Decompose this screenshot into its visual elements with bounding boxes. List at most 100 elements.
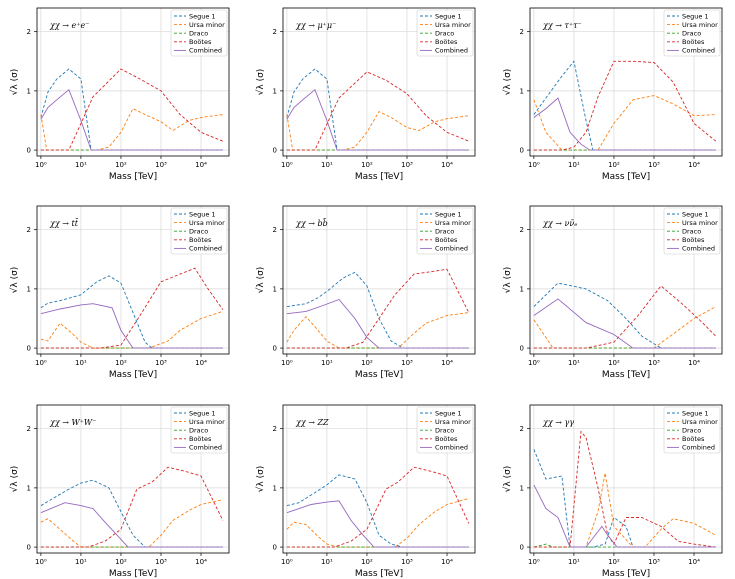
x-tick-label: 10⁴ [195, 558, 207, 566]
series-line-ursa-minor [533, 95, 716, 151]
y-tick-label: 0 [27, 544, 31, 552]
x-tick-label: 10³ [155, 359, 167, 367]
y-axis-label: √λ (σ) [9, 466, 20, 493]
y-tick-label: 1 [27, 484, 31, 492]
x-axis-label: Mass [TeV] [355, 370, 403, 380]
legend-label: Boötes [682, 236, 705, 244]
panel-0: 10⁰ 10¹ 10² 10³ 10⁴ 0 1 2 Mass [TeV] √λ (σ) χχ → e… [9, 7, 230, 182]
series-line-bo-tes [286, 71, 469, 151]
y-axis-label: √λ (σ) [255, 466, 266, 493]
x-tick-label: 10² [608, 161, 620, 169]
y-tick-label: 2 [520, 226, 524, 234]
series-line-ursa-minor [533, 473, 717, 548]
panel-title: χχ → τ⁺τ⁻ [542, 21, 582, 30]
legend-label: Draco [435, 427, 454, 435]
legend-box [416, 9, 474, 57]
legend-label: Combined [435, 444, 468, 452]
x-axis-label: Mass [TeV] [109, 172, 157, 182]
y-tick-label: 2 [273, 28, 277, 36]
y-axis-label: √λ (σ) [9, 267, 20, 294]
y-axis-label: √λ (σ) [502, 267, 513, 294]
x-tick-label: 10⁰ [281, 558, 293, 566]
x-axis-label: Mass [TeV] [355, 569, 403, 579]
x-axis-label: Mass [TeV] [602, 569, 650, 579]
x-tick-label: 10⁰ [35, 161, 47, 169]
x-tick-label: 10⁴ [688, 161, 700, 169]
y-tick-label: 1 [520, 484, 524, 492]
y-axis-label: √λ (σ) [255, 69, 266, 96]
series-line-bo-tes [40, 68, 223, 151]
series-line-ursa-minor [286, 312, 469, 349]
legend-label: Segue 1 [435, 12, 462, 20]
y-tick-label: 2 [27, 425, 31, 433]
legend-label: Combined [189, 245, 222, 253]
x-tick-label: 10⁰ [35, 558, 47, 566]
series-line-bo-tes [40, 466, 224, 548]
panel-title: χχ → ZZ [295, 418, 329, 427]
legend-label: Segue 1 [189, 210, 216, 218]
x-tick-label: 10⁰ [35, 359, 47, 367]
y-tick-label: 0 [27, 345, 31, 353]
x-tick-label: 10³ [401, 161, 413, 169]
series-line-segue-1 [286, 68, 338, 151]
series-line-combined [40, 88, 223, 151]
series-line-ursa-minor [40, 310, 223, 349]
x-tick-label: 10¹ [568, 161, 580, 169]
y-tick-label: 0 [273, 544, 277, 552]
x-axis-label: Mass [TeV] [355, 172, 403, 182]
panel-1: 10⁰ 10¹ 10² 10³ 10⁴ 0 1 2 Mass [TeV] √λ (σ) χχ → μ… [255, 7, 476, 182]
x-axis-label: Mass [TeV] [602, 370, 650, 380]
legend-label: Segue 1 [682, 409, 709, 417]
series-line-segue-1 [40, 275, 153, 349]
legend-label: Combined [189, 47, 222, 55]
panel-title: χχ → W⁺W⁻ [49, 418, 96, 427]
legend-label: Ursa minor [435, 418, 471, 426]
legend-label: Ursa minor [435, 21, 471, 29]
legend-box [663, 9, 721, 57]
panel-6: 10⁰ 10¹ 10² 10³ 10⁴ 0 1 2 Mass [TeV] √λ (σ) χχ → W… [9, 404, 230, 579]
series-line-ursa-minor [40, 107, 223, 151]
series-line-combined [40, 502, 223, 548]
y-axis-label: √λ (σ) [9, 69, 20, 96]
panel-title: χχ → μ⁺μ⁻ [295, 21, 336, 30]
legend-label: Segue 1 [189, 12, 216, 20]
y-tick-label: 2 [27, 28, 31, 36]
y-tick-label: 1 [273, 87, 277, 95]
plot-frame [36, 205, 230, 355]
series-line-segue-1 [533, 282, 662, 349]
legend-label: Combined [189, 444, 222, 452]
panel-title: χχ → e⁺e⁻ [49, 21, 89, 30]
legend-label: Segue 1 [189, 409, 216, 417]
legend-label: Ursa minor [189, 219, 225, 227]
x-tick-label: 10² [115, 359, 127, 367]
plot-frame [529, 7, 723, 157]
legend-label: Ursa minor [682, 219, 718, 227]
x-tick-label: 10¹ [75, 558, 87, 566]
legend-label: Combined [435, 47, 468, 55]
y-tick-label: 0 [520, 345, 524, 353]
legend-label: Ursa minor [682, 418, 718, 426]
x-tick-label: 10³ [155, 161, 167, 169]
x-tick-label: 10² [608, 558, 620, 566]
series-line-segue-1 [533, 449, 634, 548]
series-line-segue-1 [533, 60, 594, 151]
x-tick-label: 10⁰ [281, 161, 293, 169]
y-axis-label: √λ (σ) [502, 69, 513, 96]
y-tick-label: 0 [273, 345, 277, 353]
x-tick-label: 10¹ [321, 359, 333, 367]
legend-label: Boötes [189, 435, 212, 443]
legend-label: Draco [189, 30, 208, 38]
legend-label: Segue 1 [435, 210, 462, 218]
legend-label: Draco [682, 30, 701, 38]
panel-title: χχ → bb̄ [295, 218, 328, 228]
x-tick-label: 10¹ [75, 161, 87, 169]
y-tick-label: 2 [273, 226, 277, 234]
legend-label: Segue 1 [682, 210, 709, 218]
legend-label: Combined [682, 444, 715, 452]
plot-frame [36, 7, 230, 157]
series-line-bo-tes [533, 430, 716, 548]
plot-frame [529, 205, 723, 355]
legend-label: Draco [682, 228, 701, 236]
panel-7: 10⁰ 10¹ 10² 10³ 10⁴ 0 1 2 Mass [TeV] √λ (σ) χχ → Z… [255, 404, 476, 579]
